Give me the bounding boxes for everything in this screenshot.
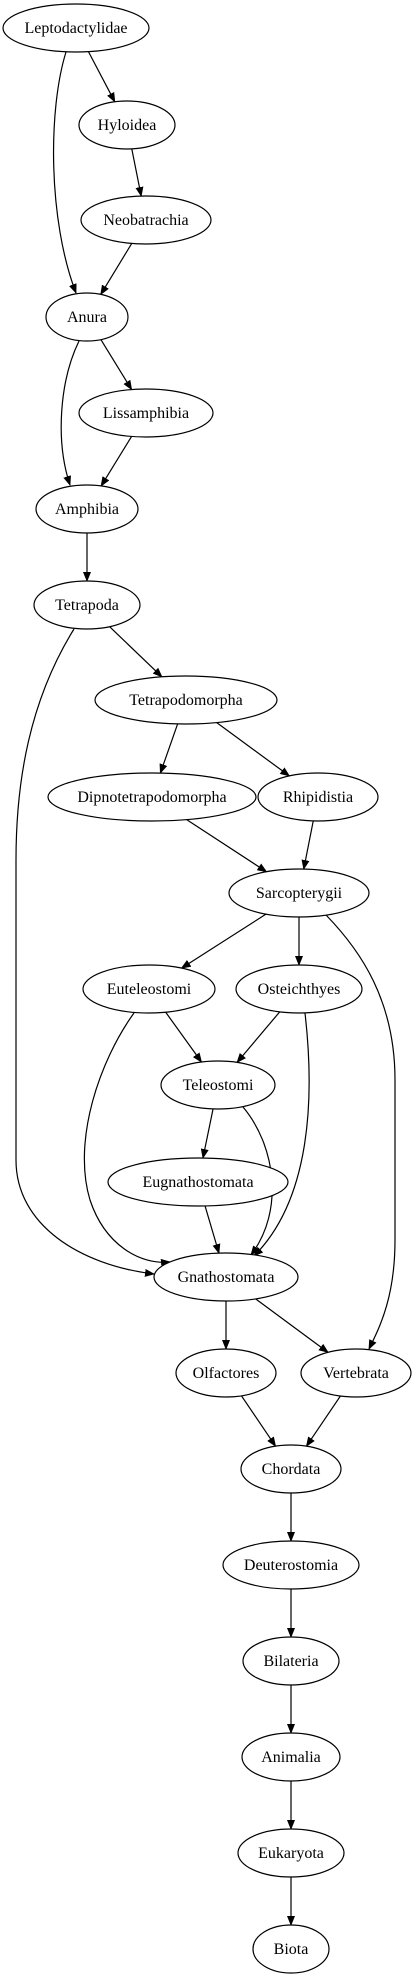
node-hyloidea: Hyloidea [78, 100, 176, 150]
node-label: Hyloidea [98, 117, 157, 134]
node-bilateria: Bilateria [242, 1636, 340, 1686]
edge-leptodactylidae-to-anura [52, 51, 77, 294]
edge-dipnotetrapodomorpha-to-sarcopterygii [186, 819, 268, 873]
edge-vertebrata-to-chordata [305, 1395, 341, 1448]
node-animalia: Animalia [241, 1732, 341, 1782]
node-label: Tetrapodomorpha [129, 692, 243, 709]
edge-osteichthyes-to-teleostomi [236, 1011, 281, 1064]
node-label: Eugnathostomata [142, 1174, 253, 1191]
node-biota: Biota [252, 1924, 330, 1974]
node-rhipidistia: Rhipidistia [257, 772, 379, 822]
node-label: Chordata [262, 1461, 321, 1478]
node-ellipse [175, 1348, 277, 1398]
edge-tetrapodomorpha-to-dipnotetrapodomorpha [159, 723, 179, 775]
node-ellipse [228, 868, 370, 918]
node-osteichthyes: Osteichthyes [235, 964, 363, 1014]
edge-rhipidistia-to-sarcopterygii [301, 820, 314, 871]
node-tetrapodomorpha: Tetrapodomorpha [94, 675, 278, 725]
node-ellipse [107, 1157, 289, 1207]
node-leptodactylidae: Leptodactylidae [2, 3, 150, 53]
node-ellipse [235, 964, 363, 1014]
edge-euteleostomi-to-teleostomi [165, 1011, 203, 1063]
node-ellipse [257, 772, 379, 822]
node-label: Gnathostomata [178, 1269, 275, 1286]
node-neobatrachia: Neobatrachia [80, 195, 212, 245]
edge-anura-to-amphibia [60, 340, 80, 486]
node-amphibia: Amphibia [35, 484, 139, 534]
edge-neobatrachia-to-anura [100, 243, 133, 296]
node-ellipse [78, 388, 214, 438]
node-tetrapoda: Tetrapoda [33, 580, 141, 630]
node-ellipse [33, 580, 141, 630]
edges-layer [15, 51, 396, 1926]
node-ellipse [240, 1444, 342, 1494]
node-label: Olfactores [193, 1365, 260, 1382]
edge-teleostomi-to-eugnathostomata [200, 1108, 214, 1160]
node-ellipse [252, 1924, 330, 1974]
node-eugnathostomata: Eugnathostomata [107, 1157, 289, 1207]
node-label: Sarcopterygii [256, 885, 343, 902]
node-label: Animalia [261, 1749, 321, 1766]
node-ellipse [78, 100, 176, 150]
edge-lissamphibia-to-amphibia [100, 436, 133, 487]
node-teleostomi: Teleostomi [160, 1060, 276, 1110]
node-label: Euteleostomi [107, 981, 192, 998]
node-ellipse [153, 1252, 299, 1302]
node-ellipse [241, 1732, 341, 1782]
node-ellipse [2, 3, 150, 53]
nodes-layer: Leptodactylidae Hyloidea Neobatrachia Anura… [2, 3, 412, 1974]
node-anura: Anura [45, 292, 129, 342]
edge-leptodactylidae-to-hyloidea [87, 51, 116, 103]
node-gnathostomata: Gnathostomata [153, 1252, 299, 1302]
edge-eugnathostomata-to-gnathostomata [204, 1205, 221, 1255]
node-label: Osteichthyes [258, 981, 341, 998]
node-ellipse [160, 1060, 276, 1110]
node-label: Vertebrata [323, 1365, 389, 1382]
node-label: Anura [67, 309, 107, 326]
node-vertebrata: Vertebrata [300, 1348, 412, 1398]
node-ellipse [82, 964, 216, 1014]
node-ellipse [300, 1348, 412, 1398]
edge-tetrapodomorpha-to-rhipidistia [216, 722, 291, 777]
node-label: Eukaryota [258, 1845, 324, 1862]
node-olfactores: Olfactores [175, 1348, 277, 1398]
node-eukaryota: Eukaryota [237, 1828, 345, 1878]
node-label: Tetrapoda [55, 597, 119, 614]
node-euteleostomi: Euteleostomi [82, 964, 216, 1014]
node-sarcopterygii: Sarcopterygii [228, 868, 370, 918]
edge-tetrapoda-to-gnathostomata [15, 628, 155, 1277]
node-lissamphibia: Lissamphibia [78, 388, 214, 438]
node-label: Teleostomi [183, 1077, 254, 1094]
node-label: Leptodactylidae [24, 20, 127, 37]
node-label: Bilateria [263, 1653, 318, 1670]
node-ellipse [35, 484, 139, 534]
edge-tetrapoda-to-tetrapodomorpha [109, 626, 163, 678]
node-label: Rhipidistia [283, 789, 353, 806]
edge-gnathostomata-to-vertebrata [255, 1298, 329, 1353]
edge-sarcopterygii-to-vertebrata [325, 914, 396, 1350]
edge-sarcopterygii-to-euteleostomi [180, 913, 267, 969]
node-label: Amphibia [55, 501, 119, 518]
node-ellipse [80, 195, 212, 245]
node-ellipse [237, 1828, 345, 1878]
node-ellipse [242, 1636, 340, 1686]
node-label: Neobatrachia [103, 212, 188, 229]
node-ellipse [94, 675, 278, 725]
node-dipnotetrapodomorpha: Dipnotetrapodomorpha [47, 772, 257, 822]
node-label: Dipnotetrapodomorpha [77, 789, 226, 806]
edge-osteichthyes-to-gnathostomata [253, 1012, 310, 1257]
node-label: Lissamphibia [103, 405, 189, 422]
edge-euteleostomi-to-gnathostomata [83, 1012, 171, 1267]
node-deuterostomia: Deuterostomia [222, 1540, 360, 1590]
node-label: Deuterostomia [244, 1557, 338, 1574]
node-chordata: Chordata [240, 1444, 342, 1494]
edge-anura-to-lissamphibia [100, 339, 133, 391]
node-ellipse [222, 1540, 360, 1590]
node-label: Biota [274, 1941, 309, 1958]
node-ellipse [45, 292, 129, 342]
edge-hyloidea-to-neobatrachia [131, 148, 144, 198]
edge-olfactores-to-chordata [240, 1395, 277, 1448]
node-ellipse [47, 772, 257, 822]
